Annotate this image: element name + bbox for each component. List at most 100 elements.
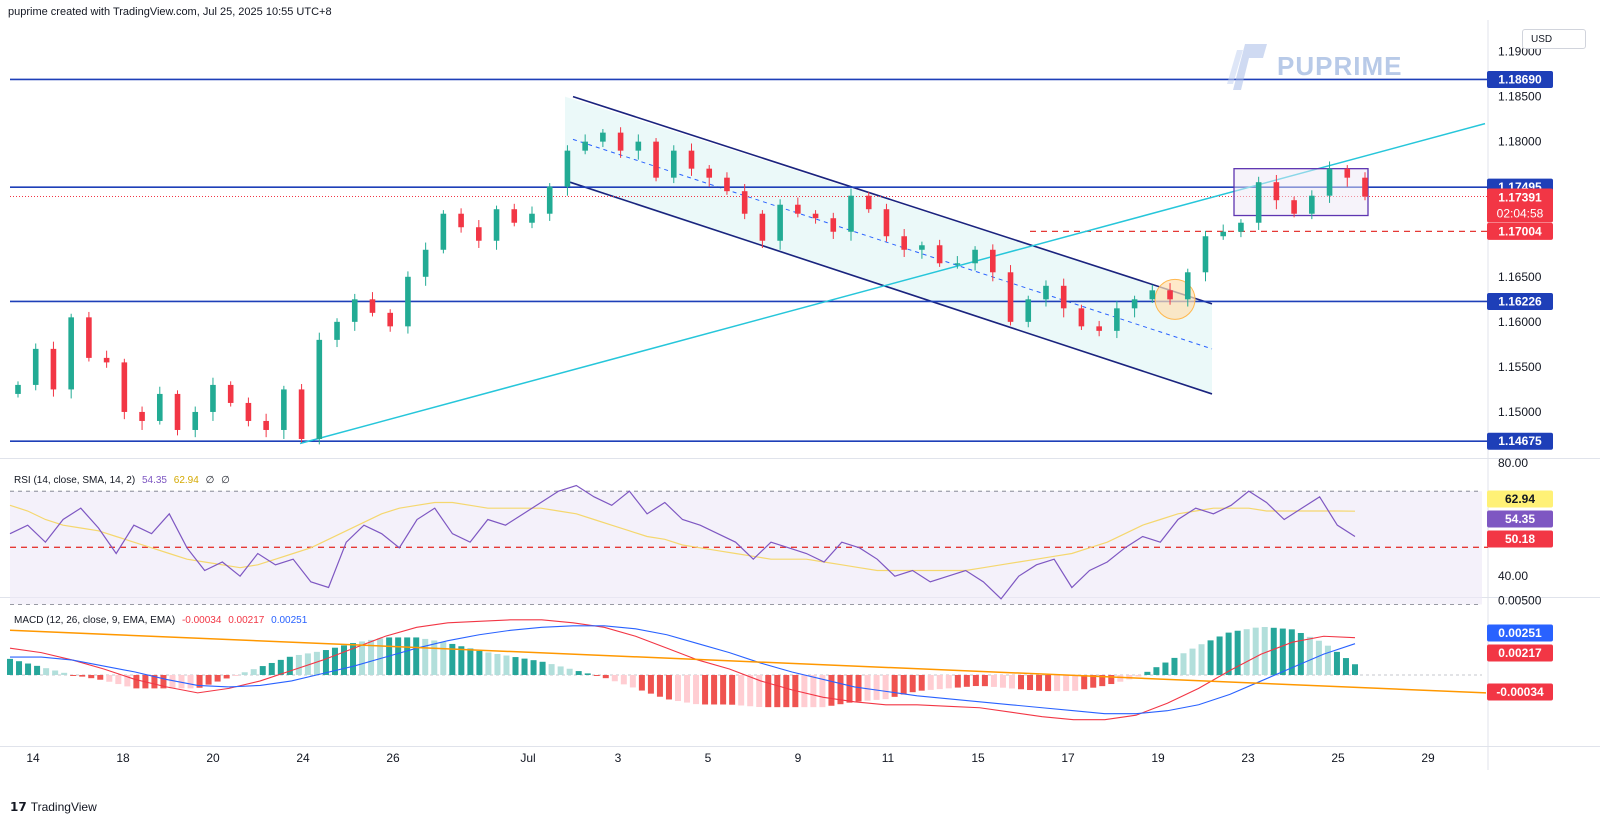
candle [32, 348, 39, 385]
candle [440, 213, 447, 250]
macd-histogram-bar [350, 643, 357, 675]
tradingview-footer[interactable]: 𝟭𝟳 TradingView [10, 800, 97, 814]
macd-histogram-bar [557, 666, 564, 675]
channel-upper-line [572, 95, 1213, 305]
macd-histogram-bar [629, 674, 636, 688]
candle [617, 132, 624, 151]
macd-histogram-bar [88, 674, 95, 679]
macd-histogram-bar [1090, 674, 1097, 688]
candle [227, 384, 234, 403]
macd-histogram-bar [521, 658, 528, 675]
macd-histogram-bar [602, 674, 609, 679]
macd-histogram-bar [1261, 627, 1268, 675]
macd-histogram-bar [620, 674, 627, 685]
price-label-level-3: 1.16226 [1498, 294, 1542, 308]
candle [724, 177, 730, 192]
candle [1362, 177, 1368, 197]
price-label-level-1-bg [1487, 70, 1553, 88]
candle [759, 213, 766, 241]
price-label-level-4: 1.14675 [1498, 434, 1542, 448]
macd-histogram-bar [331, 647, 338, 675]
candle [1220, 231, 1227, 237]
candle [334, 321, 340, 340]
macd-histogram-bar [160, 674, 167, 689]
candle [1096, 326, 1102, 331]
candle [936, 245, 943, 264]
rsi-legend[interactable]: RSI (14, close, SMA, 14, 2) 54.35 62.94 … [14, 475, 230, 486]
macd-histogram-bar [566, 668, 573, 675]
macd-histogram-bar [7, 658, 13, 675]
macd-histogram-bar [422, 638, 429, 675]
candle [670, 150, 677, 178]
macd-histogram-bar [61, 672, 68, 675]
macd-histogram-bar [1063, 674, 1070, 692]
time-tick-label: 5 [705, 751, 712, 765]
countdown-label: 02:04:58 [1497, 207, 1544, 221]
macd-histogram-bar [1306, 636, 1313, 675]
macd-histogram-bar [1117, 674, 1124, 682]
macd-histogram-bar [97, 674, 104, 680]
macd-histogram-bar [295, 654, 302, 675]
macd-histogram-bar [1207, 640, 1214, 675]
macd-histogram-bar [1144, 671, 1151, 675]
candle [706, 168, 713, 178]
rsi-tick-label: 80.00 [1498, 456, 1528, 470]
macd-histogram-bar [1198, 644, 1205, 675]
candle [68, 317, 74, 390]
time-tick-label: 25 [1331, 751, 1345, 765]
macd-histogram-bar [801, 674, 808, 708]
candle [600, 132, 606, 142]
macd-histogram-bar [873, 674, 880, 700]
macd-histogram-bar [747, 674, 754, 707]
macd-histogram-bar [115, 674, 122, 685]
candle [1007, 272, 1014, 322]
macd-histogram-bar [476, 650, 483, 675]
channel-mid-line [572, 138, 1213, 350]
candle [1167, 290, 1173, 300]
macd-histogram-bar [395, 637, 402, 675]
price-tick-label: 1.16000 [1498, 315, 1542, 329]
macd-histogram-bar [205, 674, 212, 685]
macd-histogram-bar [52, 670, 59, 675]
candle [883, 209, 890, 237]
macd-histogram-bar [503, 655, 510, 675]
macd-legend[interactable]: MACD (12, 26, close, 9, EMA, EMA) -0.000… [14, 615, 307, 626]
candle [865, 195, 872, 210]
rsi-sma-label: 62.94 [1505, 492, 1535, 506]
candle [50, 348, 57, 390]
candle [298, 389, 305, 439]
macd-histogram-bar [178, 674, 185, 689]
macd-histogram-bar [431, 640, 438, 675]
candle [369, 299, 376, 313]
macd-histogram-bar [891, 674, 898, 697]
macd-histogram-bar [79, 674, 86, 677]
candle [1255, 182, 1262, 223]
macd-histogram-bar [693, 674, 700, 705]
macd-histogram-bar [458, 646, 465, 675]
rsi-legend-extra-1: ∅ [205, 475, 215, 486]
macd-histogram-bar [846, 674, 853, 703]
macd-histogram-bar [268, 662, 275, 675]
time-tick-label: 11 [882, 751, 895, 765]
macd-histogram-bar [981, 674, 988, 687]
price-label-level-4-bg [1487, 432, 1553, 450]
candle [476, 227, 482, 241]
macd-histogram-bar [1081, 674, 1088, 690]
macd-histogram-bar [882, 674, 889, 700]
rsi-line [9, 484, 1356, 600]
rsi-legend-extra-2: ∅ [221, 475, 230, 486]
candle [830, 218, 837, 232]
macd-histogram-bar [855, 674, 862, 702]
macd-histogram-bar [918, 674, 925, 691]
candle [1291, 200, 1297, 214]
macd-signal-label-bg [1487, 624, 1553, 642]
currency-button[interactable]: USD [1522, 29, 1586, 49]
macd-histogram-bar [638, 674, 645, 691]
macd-histogram-bar [124, 674, 131, 687]
macd-hist-label: -0.00034 [1496, 685, 1544, 699]
macd-histogram-bar [1180, 653, 1187, 675]
macd-signal-legend-value: 0.00251 [271, 615, 308, 626]
macd-histogram-bar [765, 674, 772, 708]
candle [1202, 236, 1209, 273]
